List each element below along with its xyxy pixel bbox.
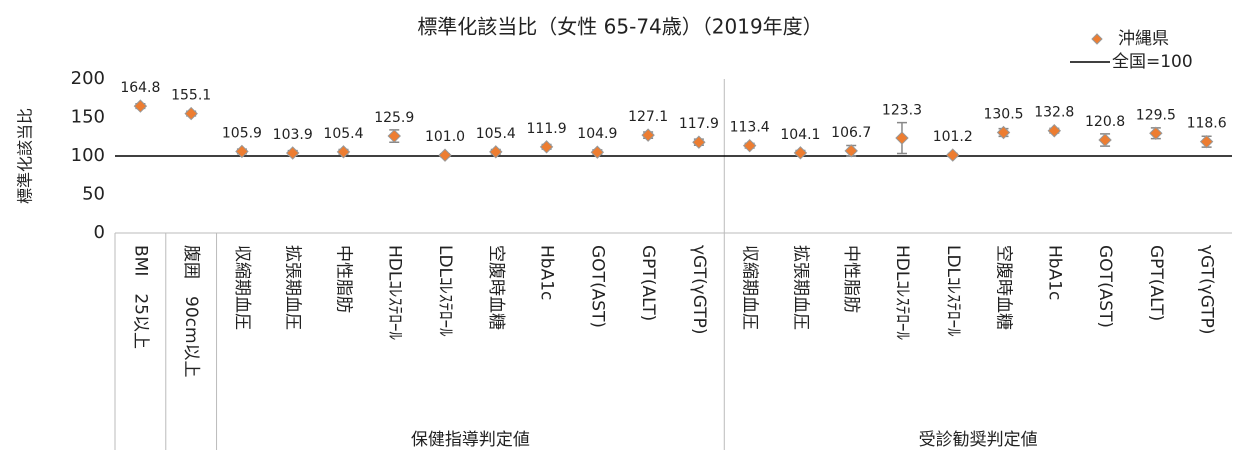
legend-label: 沖縄県 bbox=[1118, 29, 1169, 49]
x-tick-label: 収縮期血圧 bbox=[232, 245, 252, 330]
value-label: 127.1 bbox=[628, 109, 668, 125]
value-label: 104.1 bbox=[780, 127, 820, 143]
marker bbox=[641, 128, 655, 142]
marker bbox=[489, 145, 503, 159]
marker bbox=[590, 145, 605, 159]
marker bbox=[996, 125, 1011, 140]
y-tick-label: 50 bbox=[82, 184, 105, 205]
value-label: 113.4 bbox=[730, 120, 770, 136]
x-tick-label: GOT(AST) bbox=[1095, 245, 1115, 328]
value-label: 105.4 bbox=[476, 126, 516, 142]
marker bbox=[387, 129, 401, 143]
x-tick-label: 腹囲 90cm以上 bbox=[181, 245, 201, 378]
marker bbox=[946, 148, 960, 162]
group-label: 受診勧奨判定値 bbox=[919, 430, 1038, 450]
value-label: 118.6 bbox=[1187, 116, 1227, 132]
value-label: 130.5 bbox=[983, 107, 1023, 123]
x-tick-label: γGT(γGTP) bbox=[1197, 245, 1217, 335]
x-tick-label: 拡張期血圧 bbox=[283, 245, 303, 330]
marker bbox=[1098, 133, 1112, 147]
x-tick-label: HDLｺﾚｽﾃﾛｰﾙ bbox=[892, 245, 912, 340]
marker bbox=[133, 99, 148, 113]
marker bbox=[793, 146, 808, 160]
value-label: 117.9 bbox=[679, 116, 719, 132]
marker bbox=[539, 140, 554, 154]
x-tick-label: GPT(ALT) bbox=[638, 245, 658, 321]
x-tick-label: 拡張期血圧 bbox=[790, 245, 810, 330]
x-tick-label: GPT(ALT) bbox=[1146, 245, 1166, 321]
x-tick-label: 収縮期血圧 bbox=[740, 245, 760, 330]
value-label: 106.7 bbox=[831, 125, 871, 141]
value-label: 129.5 bbox=[1136, 107, 1176, 123]
marker bbox=[336, 145, 351, 159]
y-tick-label: 200 bbox=[71, 68, 105, 89]
value-label: 123.3 bbox=[882, 103, 922, 119]
value-label: 104.9 bbox=[577, 126, 617, 142]
marker bbox=[692, 135, 706, 149]
chart-title: 標準化該当比（女性 65-74歳）（2019年度） bbox=[417, 15, 822, 39]
marker bbox=[895, 131, 909, 145]
x-tick-label: HDLｺﾚｽﾃﾛｰﾙ bbox=[384, 245, 404, 340]
value-label: 155.1 bbox=[171, 88, 211, 104]
marker bbox=[1199, 134, 1214, 149]
x-tick-label: LDLｺﾚｽﾃﾛｰﾙ bbox=[943, 245, 963, 337]
marker bbox=[438, 148, 452, 162]
legend-label: 全国=100 bbox=[1112, 52, 1193, 72]
x-tick-label: 空腹時血糖 bbox=[994, 245, 1014, 330]
value-label: 105.4 bbox=[323, 126, 363, 142]
value-label: 101.2 bbox=[933, 129, 973, 145]
x-tick-label: GOT(AST) bbox=[587, 245, 607, 328]
marker bbox=[742, 138, 757, 153]
x-tick-label: BMI 25以上 bbox=[130, 245, 150, 349]
y-tick-label: 0 bbox=[94, 222, 105, 243]
value-label: 105.9 bbox=[222, 125, 262, 141]
x-tick-label: HbA1c bbox=[1044, 245, 1064, 300]
group-label: 保健指導判定値 bbox=[411, 430, 530, 450]
y-tick-label: 150 bbox=[71, 107, 105, 128]
value-label: 120.8 bbox=[1085, 114, 1125, 130]
value-label: 101.0 bbox=[425, 129, 465, 145]
value-label: 111.9 bbox=[527, 121, 567, 137]
y-axis-label: 標準化該当比 bbox=[16, 108, 35, 204]
marker bbox=[1149, 126, 1163, 140]
value-label: 164.8 bbox=[120, 80, 160, 96]
x-tick-label: 空腹時血糖 bbox=[486, 245, 506, 330]
x-tick-label: γGT(γGTP) bbox=[689, 245, 709, 335]
value-label: 132.8 bbox=[1034, 105, 1074, 121]
x-tick-label: 中性脂肪 bbox=[333, 245, 353, 313]
marker bbox=[184, 106, 198, 121]
x-tick-label: HbA1c bbox=[537, 245, 557, 300]
x-tick-label: LDLｺﾚｽﾃﾛｰﾙ bbox=[435, 245, 455, 337]
legend-marker bbox=[1091, 33, 1103, 45]
value-label: 125.9 bbox=[374, 110, 414, 126]
marker bbox=[235, 144, 249, 159]
y-tick-label: 100 bbox=[71, 145, 105, 166]
marker bbox=[844, 144, 858, 158]
value-label: 103.9 bbox=[273, 127, 313, 143]
marker bbox=[1047, 124, 1062, 138]
marker bbox=[285, 146, 300, 160]
x-tick-label: 中性脂肪 bbox=[841, 245, 861, 313]
